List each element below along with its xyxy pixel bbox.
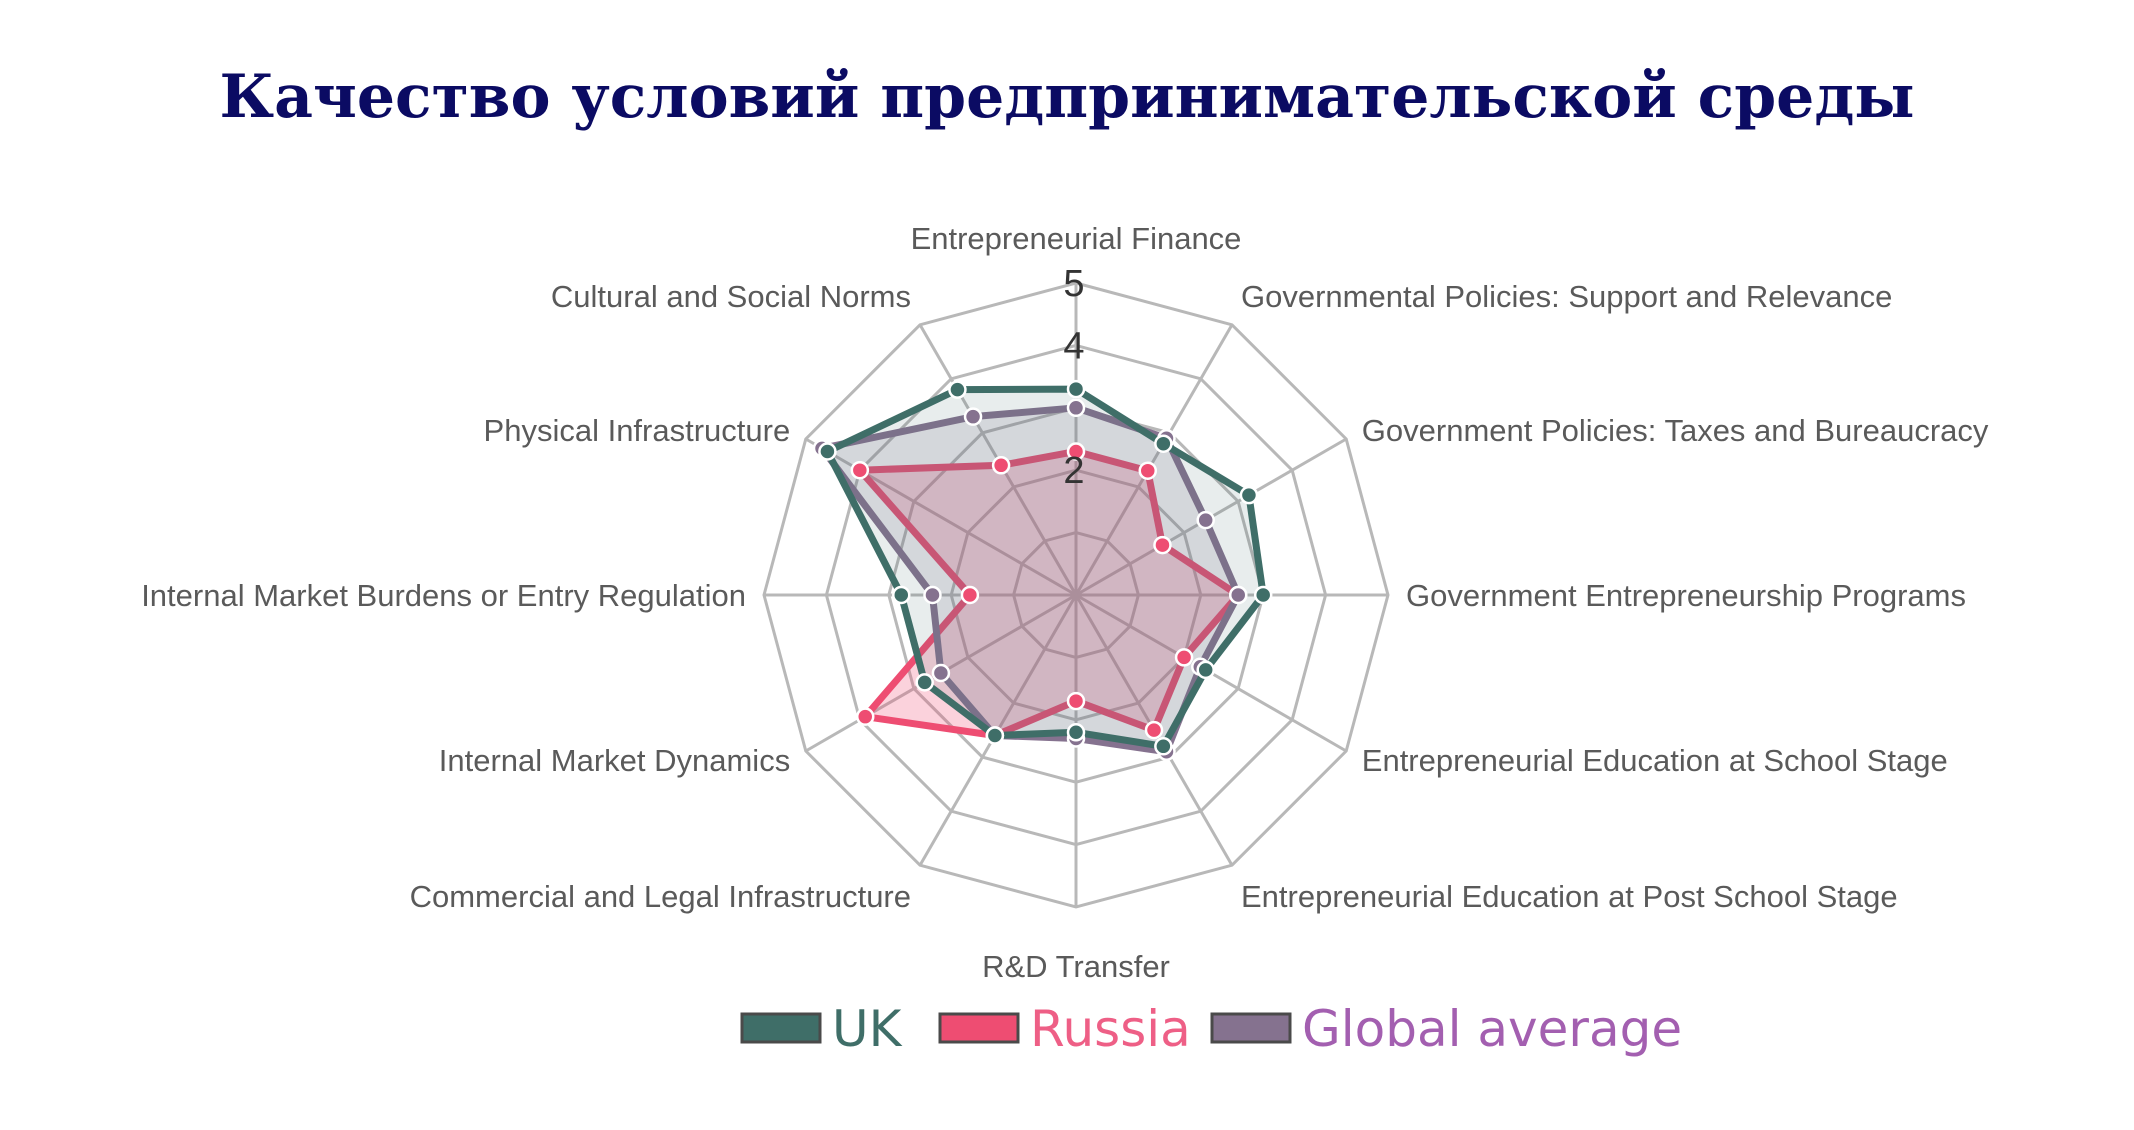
legend-swatch-uk <box>740 1012 822 1044</box>
legend-swatch-russia <box>938 1012 1020 1044</box>
point-uk <box>985 726 1005 745</box>
point-global-average <box>1066 398 1086 418</box>
tick-labels: 2 4 5 <box>1063 263 1084 492</box>
point-global-average <box>963 407 983 426</box>
axis-label-entrepreneurial-education-at-school-stage: Entrepreneurial Education at School Stag… <box>1362 743 1948 778</box>
point-uk <box>948 380 967 399</box>
axis-label-government-policies-taxes-and-bureaucracy: Government Policies: Taxes and Bureaucra… <box>1362 413 1989 448</box>
point-russia <box>1174 648 1194 667</box>
point-russia <box>1153 535 1172 555</box>
point-uk <box>1253 585 1273 605</box>
point-uk <box>818 442 837 461</box>
grid-spoke <box>1074 324 1234 596</box>
legend-label-uk: UK <box>832 1000 903 1058</box>
point-russia <box>960 585 980 605</box>
point-russia <box>991 456 1011 475</box>
point-uk <box>1066 379 1086 399</box>
legend-label-global-average: Global average <box>1302 1000 1682 1058</box>
point-uk <box>1239 485 1259 505</box>
axis-label-r-d-transfer: R&D Transfer <box>982 949 1170 984</box>
point-uk <box>1154 434 1173 453</box>
axis-label-entrepreneurial-finance: Entrepreneurial Finance <box>911 221 1242 256</box>
point-russia <box>850 460 870 480</box>
point-global-average <box>1228 585 1248 605</box>
legend-swatch-global-average <box>1210 1012 1292 1044</box>
point-russia <box>1144 720 1164 740</box>
point-uk <box>1196 660 1215 680</box>
tick-label-5: 5 <box>1063 263 1084 305</box>
point-global-average <box>1196 510 1215 530</box>
axis-label-internal-market-dynamics: Internal Market Dynamics <box>439 743 790 778</box>
axis-label-commercial-and-legal-infrastructure: Commercial and Legal Infrastructure <box>410 879 911 914</box>
legend: UK Russia Global average <box>740 1000 1682 1058</box>
point-uk <box>915 673 934 692</box>
point-uk <box>1154 737 1173 756</box>
point-uk <box>1066 723 1086 742</box>
chart-title: Качество условий предпринимательской сре… <box>219 62 1915 132</box>
axis-label-entrepreneurial-education-at-post-school-stage: Entrepreneurial Education at Post School… <box>1241 879 1898 914</box>
axis-label-governmental-policies-support-and-relevance: Governmental Policies: Support and Relev… <box>1241 279 1892 314</box>
axis-label-internal-market-burdens-or-entry-regulation: Internal Market Burdens or Entry Regulat… <box>141 578 746 613</box>
axis-label-physical-infrastructure: Physical Infrastructure <box>484 413 791 448</box>
point-russia <box>1066 691 1086 711</box>
point-russia <box>1066 442 1086 461</box>
point-global-average <box>931 663 951 683</box>
tick-label-4: 4 <box>1063 325 1084 367</box>
point-russia <box>1138 461 1158 480</box>
point-uk <box>892 585 911 605</box>
point-global-average <box>923 585 942 605</box>
grid-spoke <box>805 437 1077 597</box>
point-russia <box>855 707 875 726</box>
axis-label-cultural-and-social-norms: Cultural and Social Norms <box>551 279 911 314</box>
axis-label-government-entrepreneurship-programs: Government Entrepreneurship Programs <box>1406 578 1966 613</box>
legend-label-russia: Russia <box>1030 1000 1191 1058</box>
series-layer <box>812 379 1273 761</box>
tick-label-2: 2 <box>1063 450 1084 492</box>
axis-labels: Entrepreneurial Finance Governmental Poli… <box>141 221 1989 984</box>
